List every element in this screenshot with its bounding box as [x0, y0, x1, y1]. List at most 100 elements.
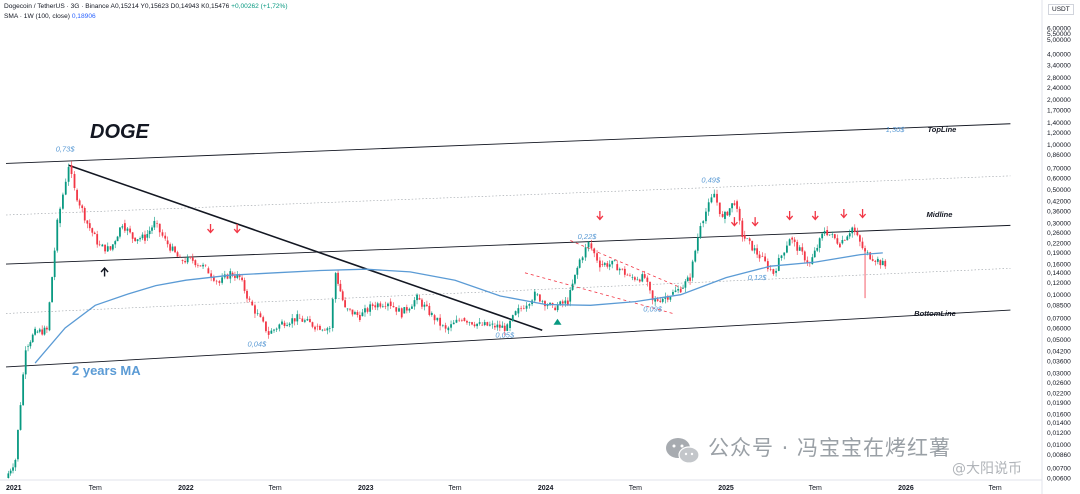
down-arrow-icon [730, 217, 738, 227]
candle-body [59, 208, 61, 224]
y-tick-label: 0,06000 [1047, 325, 1071, 332]
candle-body [197, 265, 199, 266]
y-tick-label: 1,70000 [1047, 107, 1071, 114]
candle-body [828, 234, 831, 236]
candle-body [293, 318, 296, 322]
candle-body [503, 325, 506, 331]
candle-body [559, 301, 562, 306]
y-tick-label: 0,36000 [1047, 209, 1071, 216]
candle-body [176, 252, 179, 257]
candle-body [104, 244, 106, 252]
candle-body [212, 277, 215, 281]
candle-body [751, 240, 754, 251]
candle-body [677, 289, 680, 291]
candle-body [136, 239, 139, 242]
candle-body [408, 308, 411, 311]
y-tick-label: 0,26000 [1047, 230, 1071, 237]
candle-body [405, 307, 408, 311]
candle-body [286, 325, 288, 327]
candle-body [853, 227, 856, 233]
down-arrow-icon [207, 224, 215, 234]
x-tick-label: Tem [89, 485, 102, 492]
candle-body [669, 296, 672, 300]
ohlc-open-value: 0,15214 [114, 3, 139, 10]
symbol-label: Dogecoin / TetherUS · 3G · Binance [4, 3, 110, 10]
candle-body [848, 233, 851, 237]
candle-body [684, 281, 687, 288]
candle-body [611, 260, 614, 265]
candle-body [463, 317, 466, 321]
candle-body [354, 312, 356, 315]
candle-body [189, 257, 192, 258]
candle-body [296, 314, 299, 322]
ohlc-high-value: 0,15623 [144, 3, 169, 10]
candle-body [291, 318, 294, 324]
y-tick-label: 1,40000 [1047, 120, 1071, 127]
candle-body [131, 232, 134, 239]
ma-label: 2 years MA [72, 363, 141, 378]
y-tick-label: 0,10000 [1047, 292, 1071, 299]
candle-body [672, 291, 674, 295]
channel-line-label: TopLine [927, 125, 956, 134]
candle-body [578, 259, 581, 268]
candle-body [753, 248, 756, 251]
y-tick-label: 3,40000 [1047, 62, 1071, 69]
y-tick-label: 0,70000 [1047, 165, 1071, 172]
candle-body [520, 308, 522, 309]
candle-body [833, 234, 836, 239]
x-tick-label: Tem [989, 485, 1002, 492]
candle-body [764, 256, 766, 262]
candle-body [813, 250, 816, 258]
x-tick-label: Tem [809, 485, 822, 492]
candle-body [756, 248, 759, 255]
candle-body [376, 303, 379, 308]
candle-body [691, 261, 694, 278]
candle-body [846, 236, 849, 241]
candle-body [741, 220, 744, 237]
candle-body [783, 252, 786, 256]
candle-body [275, 328, 278, 330]
candle-body [24, 350, 27, 375]
candle-body [321, 329, 324, 331]
candle-body [226, 274, 229, 279]
candle-body [556, 305, 559, 311]
candle-body [666, 296, 669, 300]
currency-unit-label[interactable]: USDT [1048, 4, 1074, 15]
candle-body [826, 230, 829, 236]
candle-body [766, 261, 769, 270]
wedge-trendline [524, 272, 673, 314]
y-tick-label: 1,00000 [1047, 142, 1071, 149]
price-level-label: 0,12$ [748, 273, 768, 282]
candle-body [164, 235, 167, 239]
candle-body [618, 268, 621, 271]
candle-body [780, 255, 783, 258]
y-tick-label: 2,80000 [1047, 75, 1071, 82]
x-tick-label: 2022 [178, 485, 194, 492]
candle-body [816, 247, 819, 251]
y-tick-label: 5,00000 [1047, 37, 1071, 44]
candle-body [303, 320, 306, 322]
y-tick-label: 1,20000 [1047, 130, 1071, 137]
candle-body [146, 234, 149, 238]
wechat-icon [666, 438, 700, 464]
candle-body [664, 296, 667, 299]
candle-body [736, 201, 738, 209]
candle-body [306, 319, 309, 321]
candle-body [186, 257, 189, 263]
candle-body [236, 274, 239, 278]
price-change: +0,00262 (+1,72%) [231, 3, 288, 10]
candle-body [608, 264, 611, 267]
candle-body [22, 374, 25, 406]
candle-body [716, 193, 718, 203]
candle-body [387, 303, 389, 307]
candle-body [191, 257, 194, 261]
candle-body [788, 239, 791, 246]
candle-body [498, 324, 501, 328]
candle-body [876, 258, 879, 262]
candle-body [546, 305, 549, 307]
candle-body [311, 322, 314, 327]
candle-body [796, 241, 799, 251]
candle-body [124, 223, 126, 231]
candle-body [769, 269, 772, 270]
